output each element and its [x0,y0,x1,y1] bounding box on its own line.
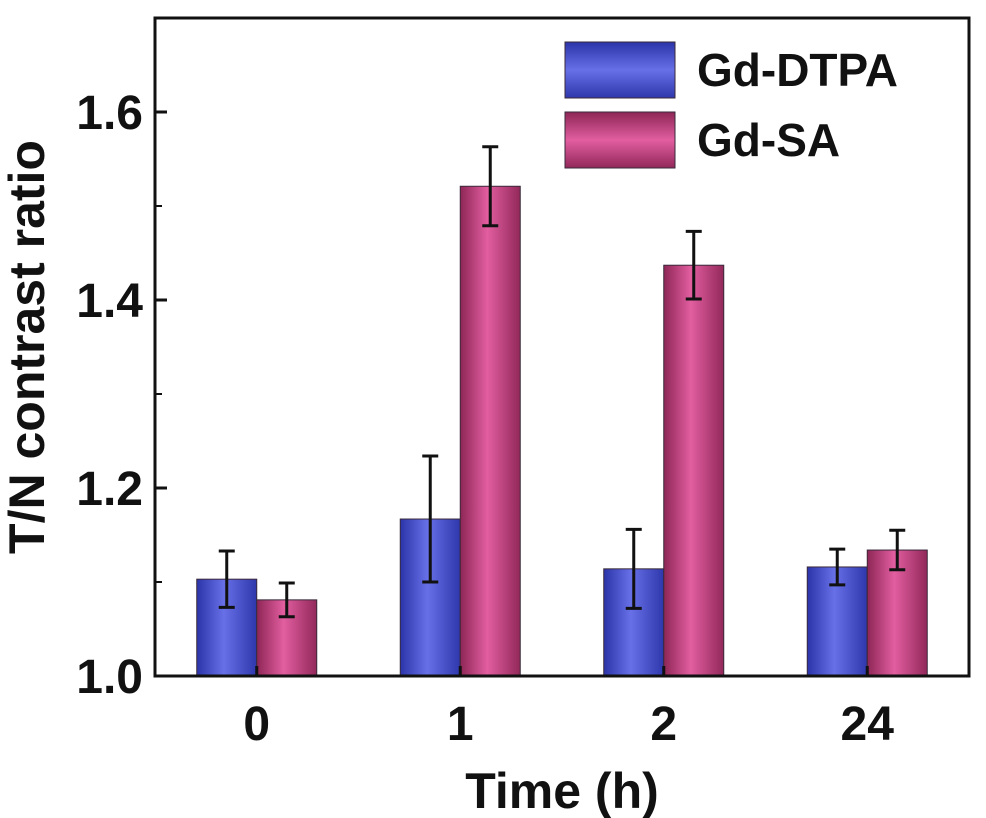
legend-label: Gd-SA [697,114,840,166]
y-tick-label: 1.2 [76,463,143,516]
plot-frame [153,16,971,678]
errorbar-gd-sa-t24 [889,528,906,572]
legend-swatch [564,111,676,169]
legend-item-gd-dtpa: Gd-DTPA [564,41,898,99]
x-tick-label: 24 [841,698,895,751]
x-axis-ticks: 0 1 2 24 [243,666,894,751]
y-tick-label: 1.6 [76,87,143,140]
errorbars-layer [218,145,906,619]
errorbar-gd-dtpa-t2 [625,527,642,610]
y-tick-label: 1.4 [76,275,143,328]
errorbar-gd-dtpa-t24 [829,547,846,587]
y-axis-title: T/N contrast ratio [0,140,55,554]
x-axis-title: Time (h) [465,763,659,818]
x-tick-label: 1 [447,698,474,751]
y-axis-ticks: 1.0 1.2 1.4 1.6 [76,87,167,704]
errorbar-gd-sa-t0 [278,581,295,619]
errorbar-gd-dtpa-t1 [422,454,439,584]
y-tick-label: 1.0 [76,651,143,704]
bar-gd-sa-t2 [663,264,725,677]
bar-gd-sa-t1 [459,185,521,677]
legend-item-gd-sa: Gd-SA [564,111,840,169]
legend-swatch [564,41,676,99]
bars-layer [196,185,928,677]
errorbar-gd-sa-t1 [482,145,499,228]
errorbar-gd-dtpa-t0 [218,549,235,609]
x-tick-label: 0 [243,698,270,751]
legend: Gd-DTPA Gd-SA [564,41,898,169]
legend-label: Gd-DTPA [697,44,898,96]
errorbar-gd-sa-t2 [685,229,702,301]
x-tick-label: 2 [650,698,677,751]
